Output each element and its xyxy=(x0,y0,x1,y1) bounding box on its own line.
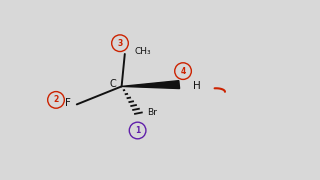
Text: Br: Br xyxy=(147,108,157,117)
Polygon shape xyxy=(122,81,180,89)
Text: 2: 2 xyxy=(53,95,59,104)
Text: 1: 1 xyxy=(135,126,140,135)
Text: 3: 3 xyxy=(117,39,123,48)
Text: C: C xyxy=(109,79,116,89)
Text: 4: 4 xyxy=(180,67,186,76)
Text: F: F xyxy=(65,98,71,109)
Text: CH₃: CH₃ xyxy=(134,47,151,56)
Text: H: H xyxy=(193,80,201,91)
